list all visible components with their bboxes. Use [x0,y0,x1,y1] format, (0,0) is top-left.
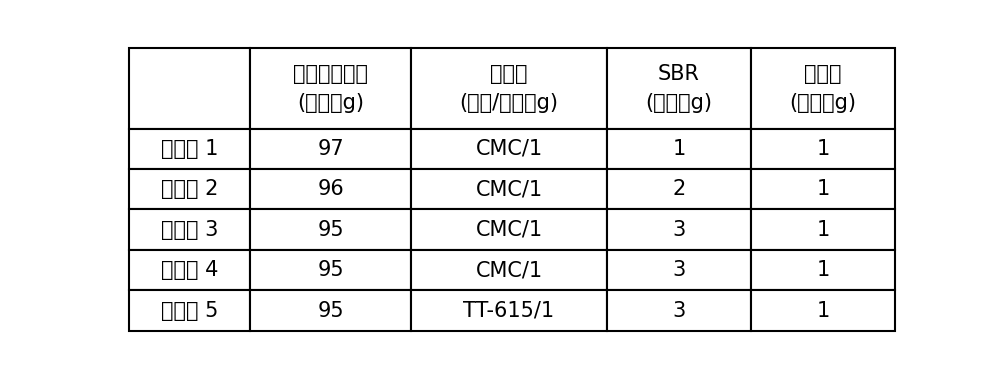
Text: 97: 97 [317,139,344,159]
Bar [411,48,607,129]
Text: TT-615/1: TT-615/1 [463,301,555,321]
Text: 3: 3 [672,301,686,321]
Text: (重量，g): (重量，g) [297,93,364,113]
Text: 95: 95 [317,220,344,240]
Text: 96: 96 [317,179,344,199]
Text: 1: 1 [817,220,830,240]
Text: (种类/重量，g): (种类/重量，g) [460,93,559,113]
Text: 95: 95 [317,260,344,280]
Bar [129,129,250,169]
Bar [129,48,250,129]
Bar [751,48,895,129]
Bar [751,169,895,210]
Text: 3: 3 [672,260,686,280]
Bar [129,290,250,331]
Bar [607,250,751,290]
Bar [250,48,411,129]
Bar [607,210,751,250]
Text: (重量，g): (重量，g) [790,93,857,113]
Bar [250,290,411,331]
Text: CMC/1: CMC/1 [475,179,543,199]
Text: 增稠剂: 增稠剂 [490,64,528,84]
Bar [250,250,411,290]
Text: SBR: SBR [658,64,700,84]
Bar [411,129,607,169]
Bar [250,129,411,169]
Text: CMC/1: CMC/1 [475,139,543,159]
Text: CMC/1: CMC/1 [475,260,543,280]
Bar [607,48,751,129]
Bar [751,210,895,250]
Bar [129,210,250,250]
Bar [751,250,895,290]
Text: (重量，g): (重量，g) [645,93,712,113]
Bar [129,250,250,290]
Bar [411,169,607,210]
Text: 1: 1 [672,139,686,159]
Text: 1: 1 [817,179,830,199]
Bar [250,210,411,250]
Text: 1: 1 [817,139,830,159]
Bar [607,129,751,169]
Text: 比较例 1: 比较例 1 [161,139,218,159]
Text: 1: 1 [817,301,830,321]
Text: 阳极活性材料: 阳极活性材料 [293,64,368,84]
Text: 2: 2 [672,179,686,199]
Text: CMC/1: CMC/1 [475,220,543,240]
Text: 比较例 4: 比较例 4 [161,260,218,280]
Text: 95: 95 [317,301,344,321]
Bar [250,169,411,210]
Text: 比较例 3: 比较例 3 [161,220,218,240]
Bar [607,169,751,210]
Bar [751,129,895,169]
Bar [411,290,607,331]
Text: 1: 1 [817,260,830,280]
Bar [129,169,250,210]
Text: 比较例 5: 比较例 5 [161,301,218,321]
Bar [411,250,607,290]
Bar [607,290,751,331]
Bar [751,290,895,331]
Text: 导电剂: 导电剂 [804,64,842,84]
Text: 3: 3 [672,220,686,240]
Bar [411,210,607,250]
Text: 比较例 2: 比较例 2 [161,179,218,199]
